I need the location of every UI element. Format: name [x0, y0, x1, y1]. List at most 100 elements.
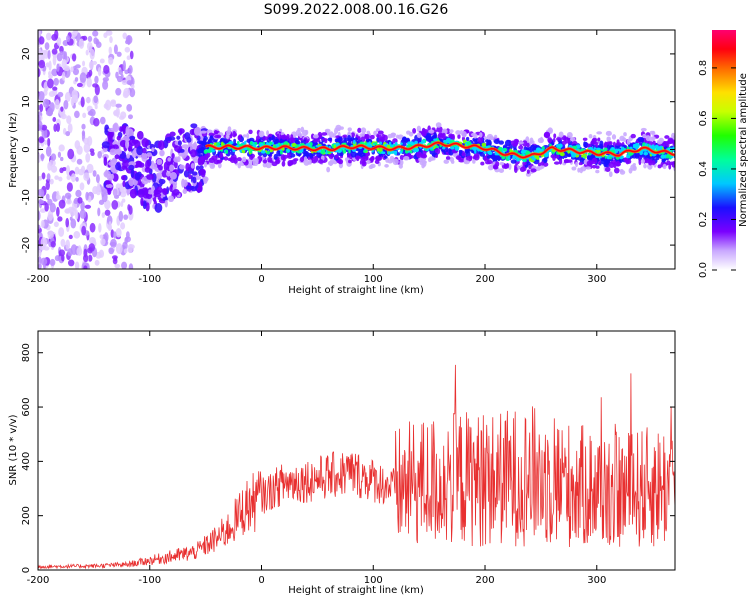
- noise-blob: [65, 208, 70, 214]
- core-blob: [364, 142, 368, 146]
- noise-blob: [66, 175, 71, 180]
- band-blob: [336, 127, 341, 132]
- band-blob: [657, 164, 662, 169]
- spectrogram-ytick-label: 20: [21, 48, 32, 61]
- noise-blob: [41, 128, 48, 139]
- core-blob: [249, 141, 253, 145]
- band-blob: [357, 150, 363, 157]
- noise-blob: [67, 148, 75, 160]
- noise-blob: [88, 61, 94, 70]
- noise-blob: [125, 39, 131, 45]
- noise-blob: [47, 137, 51, 147]
- noise-blob: [126, 80, 133, 86]
- noise-blob: [92, 30, 99, 37]
- disturbed-blob: [146, 174, 154, 180]
- noise-blob: [127, 114, 133, 120]
- band-blob: [258, 130, 265, 138]
- noise-blob: [38, 249, 42, 257]
- band-blob: [504, 139, 512, 147]
- band-blob: [604, 141, 608, 148]
- noise-blob: [118, 210, 124, 222]
- noise-blob: [115, 227, 122, 238]
- noise-blob: [98, 249, 105, 258]
- snr-xtick-label: 100: [364, 575, 383, 586]
- core-blob: [404, 149, 409, 154]
- band-blob: [280, 134, 288, 140]
- band-blob: [605, 130, 612, 136]
- disturbed-blob: [105, 169, 109, 177]
- band-blob: [483, 156, 487, 162]
- noise-blob: [94, 259, 100, 266]
- band-blob: [648, 159, 653, 166]
- band-blob: [199, 156, 204, 160]
- disturbed-blob: [114, 154, 120, 160]
- core-blob: [422, 139, 426, 144]
- band-blob: [408, 131, 414, 137]
- band-blob: [360, 127, 367, 134]
- core-blob: [488, 151, 493, 156]
- noise-blob: [45, 181, 50, 191]
- band-blob: [553, 133, 557, 139]
- band-blob: [632, 162, 636, 167]
- core-blob: [249, 150, 253, 154]
- core-blob: [283, 141, 289, 146]
- core-blob: [294, 145, 298, 149]
- noise-blob: [85, 152, 91, 163]
- noise-blob: [89, 222, 96, 233]
- band-blob: [392, 158, 399, 166]
- core-blob: [593, 147, 597, 150]
- noise-blob: [38, 175, 43, 181]
- band-blob: [640, 137, 645, 143]
- band-blob: [362, 156, 366, 160]
- band-blob: [491, 154, 495, 160]
- noise-blob: [56, 206, 60, 217]
- band-blob: [379, 137, 385, 143]
- band-blob: [280, 154, 286, 161]
- band-blob: [428, 129, 435, 134]
- band-blob: [334, 138, 338, 143]
- spectrogram-marks: [38, 30, 675, 269]
- noise-blob: [116, 51, 122, 57]
- band-blob: [662, 163, 667, 170]
- disturbed-blob: [169, 164, 175, 172]
- noise-blob: [78, 38, 85, 49]
- noise-blob: [49, 202, 56, 213]
- disturbed-blob: [138, 162, 145, 168]
- snr-xtick-label: 300: [587, 575, 606, 586]
- disturbed-blob: [186, 136, 192, 143]
- noise-blob: [125, 231, 130, 240]
- noise-blob: [110, 229, 115, 238]
- noise-blob: [65, 239, 71, 250]
- noise-blob: [47, 49, 51, 60]
- ridge-line: [205, 141, 675, 159]
- band-blob: [420, 130, 427, 135]
- band-blob: [445, 147, 449, 152]
- band-blob: [457, 134, 461, 139]
- noise-blob: [85, 49, 89, 56]
- disturbed-blob: [195, 165, 200, 171]
- band-blob: [640, 127, 647, 132]
- band-blob: [643, 163, 647, 169]
- disturbed-blob: [112, 188, 118, 197]
- noise-blob: [108, 247, 115, 255]
- disturbed-blob: [136, 130, 144, 140]
- disturbed-blob: [183, 179, 188, 188]
- band-blob: [487, 164, 494, 171]
- noise-blob: [49, 258, 56, 267]
- core-blob: [414, 140, 418, 145]
- band-blob: [563, 158, 570, 164]
- band-blob: [436, 126, 443, 133]
- noise-blob: [102, 77, 110, 82]
- band-blob: [268, 136, 272, 141]
- noise-blob: [68, 234, 73, 240]
- band-blob: [449, 129, 454, 134]
- noise-blob: [95, 41, 102, 48]
- disturbed-blob: [158, 178, 166, 185]
- disturbed-blob: [157, 140, 165, 151]
- band-blob: [575, 161, 578, 168]
- core-blob: [521, 149, 526, 154]
- band-blob: [368, 165, 374, 170]
- noise-blob: [110, 100, 117, 107]
- band-blob: [578, 161, 583, 166]
- noise-blob: [39, 103, 44, 113]
